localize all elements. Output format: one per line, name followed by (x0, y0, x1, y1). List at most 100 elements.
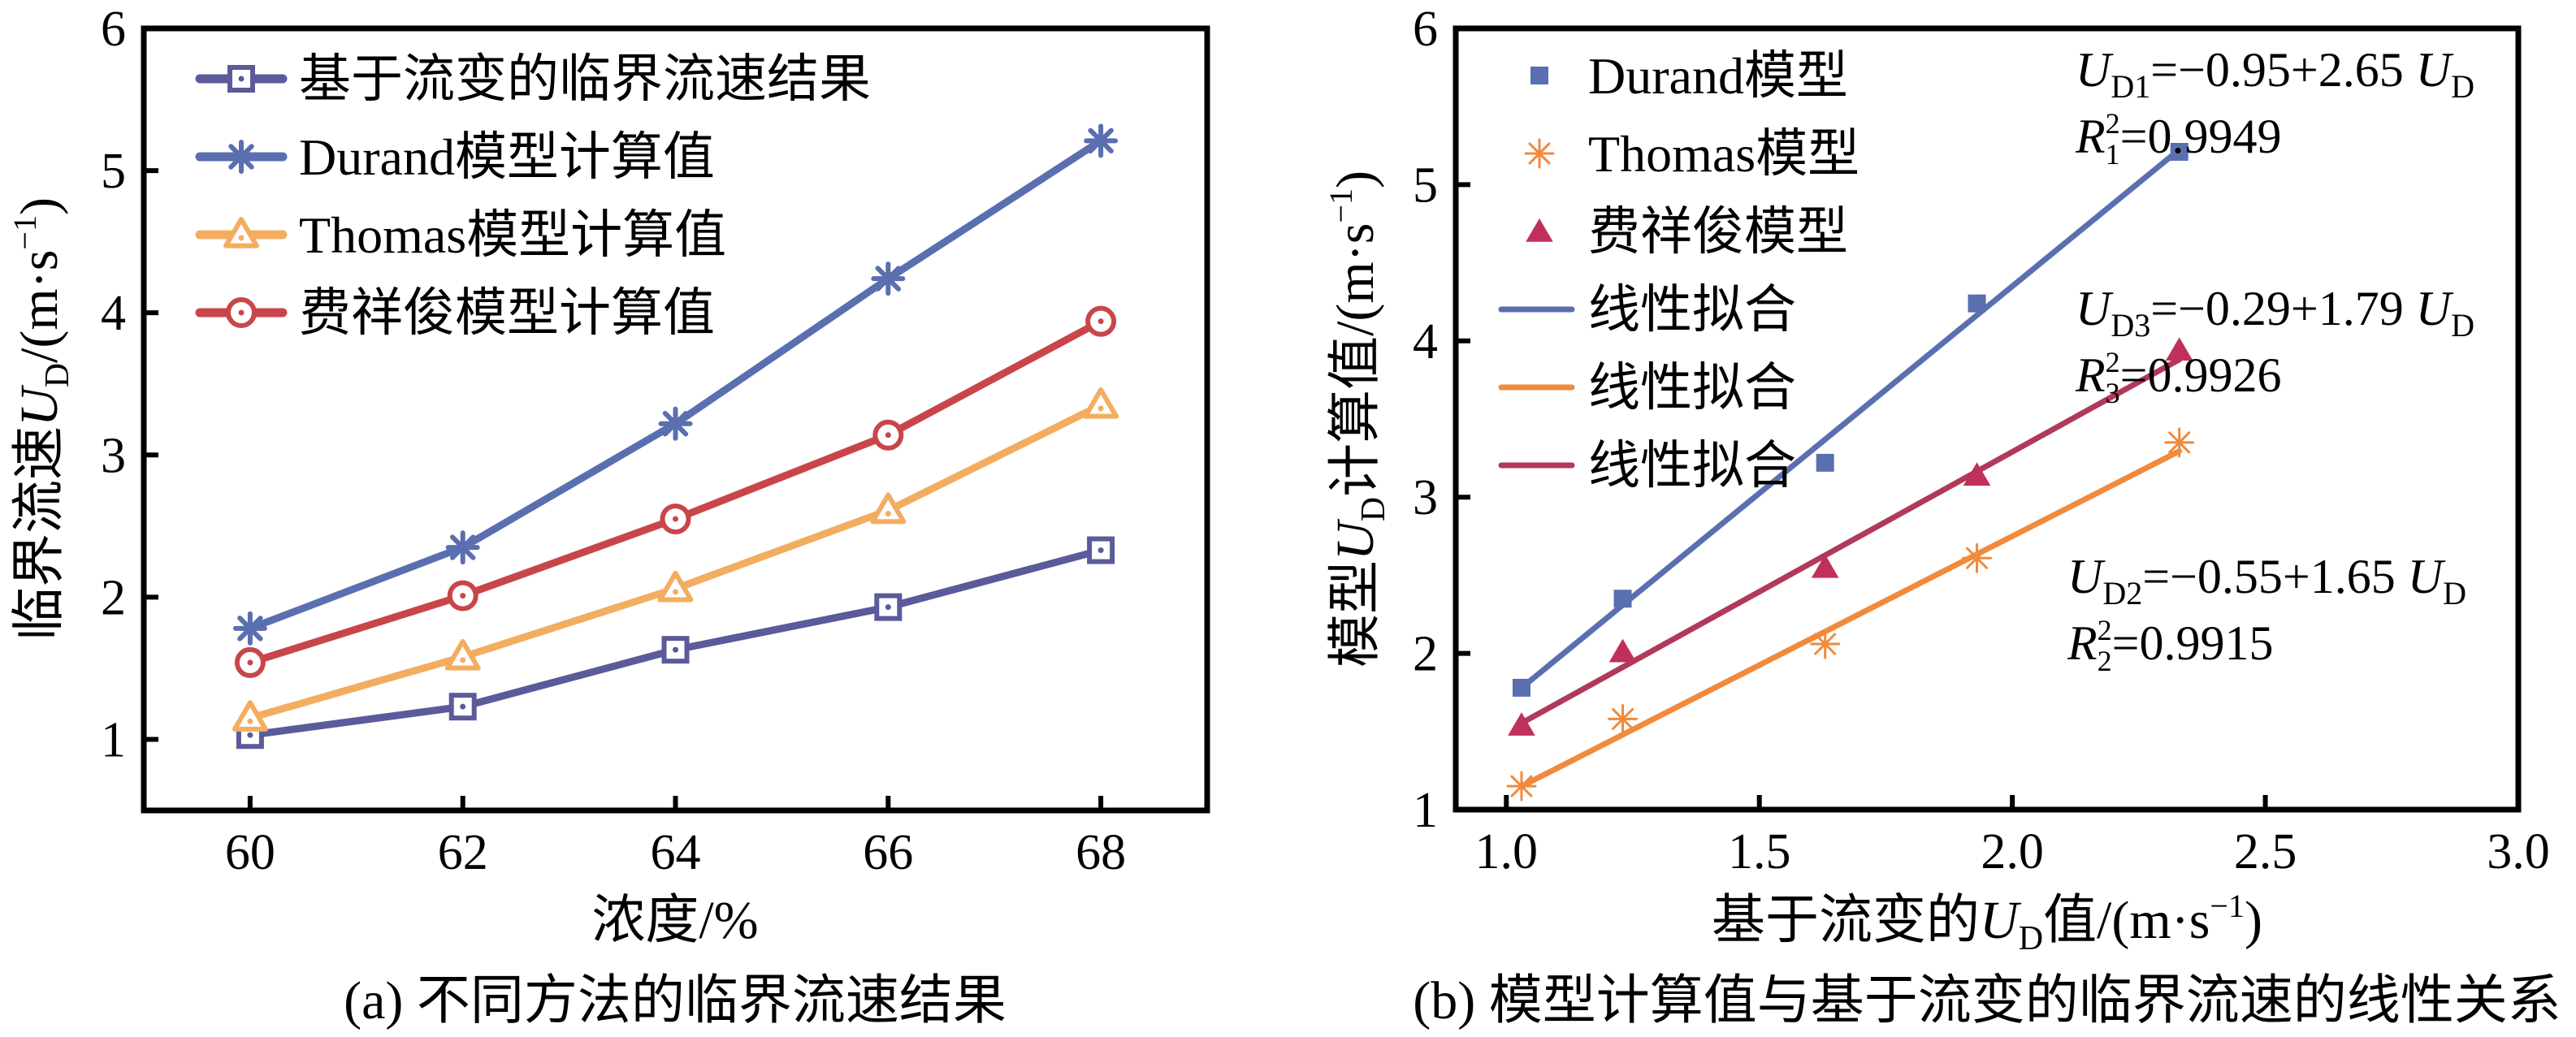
panel-b-y-tick-label: 6 (1413, 2, 1438, 57)
panel-a-point-0-dot (1098, 547, 1104, 554)
panel-a-point-1 (232, 611, 267, 646)
panel-b-point-0 (1512, 678, 1530, 697)
panel-a-x-tick-label: 64 (651, 825, 701, 880)
panel-b-legend-fit-label: 线性拟合 (1588, 359, 1796, 417)
panel-a-y-tick-label: 4 (101, 286, 126, 341)
panel-b-x-tick-label: 3.0 (2487, 824, 2550, 879)
panel-b-point-2 (2165, 337, 2193, 361)
panel-a-point-1 (445, 530, 480, 565)
panel-b-x-tick-label: 1.5 (1728, 824, 1791, 879)
panel-a-point-3-dot (1098, 318, 1104, 325)
panel-a-legend-marker-dot (238, 309, 245, 316)
panel-b-y-tick-label: 2 (1413, 627, 1438, 682)
panel-a-point-2-dot (673, 589, 678, 595)
panel-a-x-tick-label: 60 (225, 825, 275, 880)
panel-b-fit-line-2 (1518, 356, 2183, 726)
panel-a-legend: 基于流变的临界流速结果 Durand模型计算值 Thomas模型计算值费祥俊模型计算… (195, 50, 871, 342)
panel-b-point-2 (1508, 712, 1535, 736)
panel-a-point-2 (1083, 387, 1119, 419)
panel-a-point-2 (657, 570, 694, 603)
panel-a-point-1 (658, 406, 693, 441)
panel-b-fit-r2: R2 1=0.9949 (2075, 107, 2282, 171)
panel-a-point-2 (232, 700, 268, 732)
panel-b-point-2 (1963, 462, 1991, 486)
panel-a-point-2-dot (460, 657, 466, 663)
panel-b-y-tick-label: 1 (1413, 783, 1438, 838)
panel-b-point-0 (2170, 142, 2189, 161)
panel-a-point-3-dot (885, 432, 891, 439)
panel-a-x-tick-label: 68 (1076, 825, 1126, 880)
panel-a-point-3-dot (673, 516, 678, 522)
panel-a-caption: (a) 不同方法的临界流速结果 (344, 971, 1007, 1031)
panel-b-legend-label: Durand模型 (1588, 47, 1848, 105)
panel-b-chart: 1.0 1.5 2.0 2.5 3.0 1 2 3 4 5 6 Durand模型 Thomas模型费祥… (1323, 2, 2561, 1031)
panel-b-y-axis-title: 模型UD计算值/(m·s−1) (1323, 171, 1392, 668)
panel-b-fit-line-1 (1518, 448, 2183, 789)
panel-a-point-1 (1084, 123, 1119, 158)
panel-a-y-tick-label: 1 (101, 712, 126, 767)
panel-a-point-1 (871, 261, 906, 296)
panel-b-legend-marker (1526, 218, 1553, 242)
panel-a-point-0-dot (247, 732, 253, 738)
panel-b-point-1 (1506, 771, 1537, 802)
panel-b-y-tick-label: 3 (1413, 470, 1438, 525)
panel-b-y-tick-label: 5 (1413, 158, 1438, 213)
panel-a-x-tick-label: 66 (863, 825, 913, 880)
panel-a-legend-marker (223, 217, 259, 248)
panel-b-fit-equation: UD2=−0.55+1.65 UD (2067, 550, 2466, 611)
panel-a-point-2-dot (1098, 405, 1104, 412)
panel-b-legend-label: Thomas模型 (1588, 125, 1859, 183)
panel-a-ticks: 60 62 64 66 68 1 2 3 4 5 6 (101, 2, 1126, 880)
panel-a-x-axis-title: 浓度/% (591, 891, 758, 950)
panel-b-legend-label: 费祥俊模型 (1588, 203, 1848, 261)
panel-a-point-2-dot (247, 718, 253, 724)
panel-a-point-3-dot (247, 659, 253, 666)
panel-b-point-1 (1962, 542, 1993, 573)
panel-b-ticks: 1.0 1.5 2.0 2.5 3.0 1 2 3 4 5 6 (1413, 2, 2550, 879)
panel-a-legend-label: Thomas模型计算值 (299, 206, 726, 264)
panel-b-fit-r2: R2 3=0.9926 (2075, 346, 2282, 409)
panel-b-point-1 (2164, 427, 2195, 458)
panel-b-x-tick-label: 2.5 (2234, 824, 2297, 879)
panel-a-point-0-dot (885, 604, 891, 611)
panel-a-marks (232, 123, 1119, 750)
panel-b-point-1 (1608, 703, 1639, 734)
panel-a-y-tick-label: 5 (101, 144, 126, 199)
panel-a-legend-label: Durand模型计算值 (299, 128, 715, 186)
panel-a-series-line-2 (246, 401, 1105, 722)
panel-a-chart: 60 62 64 66 68 1 2 3 4 5 6 基于流变的临界流速结果 Durand模型计算值 T… (6, 2, 1210, 1031)
panel-a-y-axis-title: 临界流速UD/(m·s−1) (6, 197, 76, 641)
panel-a-point-2 (444, 638, 481, 671)
panel-b-legend-fit-label: 线性拟合 (1588, 281, 1796, 339)
panel-a-legend-label: 基于流变的临界流速结果 (299, 50, 871, 108)
panel-a-legend-marker (224, 140, 258, 174)
panel-a-point-2-dot (885, 511, 891, 517)
panel-a-legend-label: 费祥俊模型计算值 (299, 284, 715, 342)
panel-a-legend-marker-dot (238, 235, 245, 241)
panel-b-x-axis-title: 基于流变的UD值/(m·s−1) (1712, 888, 2262, 957)
panel-b-legend-fit-label: 线性拟合 (1588, 437, 1796, 495)
panel-a-y-tick-label: 6 (101, 2, 126, 57)
panel-b-frame (1453, 25, 2522, 813)
panel-b-fit-equation: UD3=−0.29+1.79 UD (2076, 282, 2474, 344)
panel-a-series-line-3 (246, 318, 1105, 667)
panel-a-y-tick-label: 3 (101, 428, 126, 483)
panel-a-x-tick-label: 62 (438, 825, 488, 880)
panel-b-point-1 (1810, 629, 1841, 659)
panel-b-caption: (b) 模型计算值与基于流变的临界流速的线性关系 (1413, 971, 2561, 1031)
panel-b-point-2 (1608, 638, 1637, 663)
panel-b-fit-equation: UD1=−0.95+2.65 UD (2076, 43, 2474, 105)
panel-a-point-3-dot (460, 593, 466, 599)
panel-b-point-0 (1816, 453, 1834, 472)
panel-a-point-0-dot (673, 646, 678, 653)
panel-a-point-0 (448, 693, 477, 721)
panel-b-point-0 (1613, 590, 1632, 608)
panel-b-legend-marker (1524, 138, 1555, 169)
panel-b-y-tick-label: 4 (1413, 314, 1438, 369)
panel-b-point-2 (1811, 554, 1839, 578)
panel-b-x-tick-label: 2.0 (1981, 824, 2044, 879)
panel-a-y-tick-label: 2 (101, 570, 126, 625)
panel-b-marks (1506, 142, 2195, 802)
